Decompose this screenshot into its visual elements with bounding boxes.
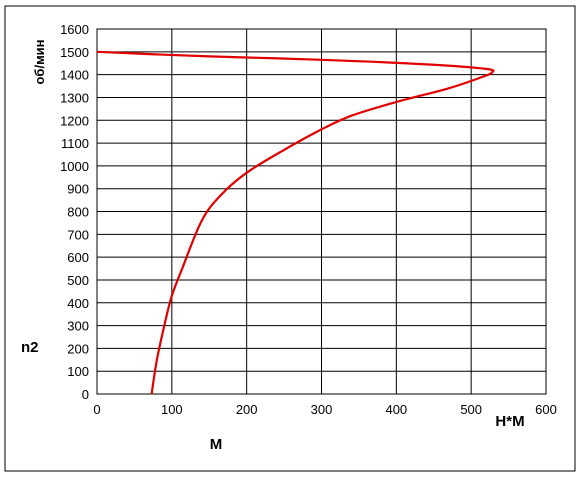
y-tick-label: 1400 xyxy=(60,68,89,83)
y-tick-label: 900 xyxy=(67,182,89,197)
y-axis-unit-label: об/мин xyxy=(32,39,47,84)
y-tick-label: 300 xyxy=(67,319,89,334)
y-tick-label: 800 xyxy=(67,205,89,220)
y-tick-label: 200 xyxy=(67,341,89,356)
y-tick-label: 400 xyxy=(67,296,89,311)
series-line xyxy=(96,50,495,395)
y-tick-label: 1200 xyxy=(60,113,89,128)
y-tick-label: 100 xyxy=(67,364,89,379)
series-lines xyxy=(96,50,495,395)
y-tick-label: 600 xyxy=(67,250,89,265)
y-tick-label: 1000 xyxy=(60,159,89,174)
y-tick-label: 0 xyxy=(82,387,89,402)
x-tick-label: 500 xyxy=(460,402,482,417)
x-tick-label: 300 xyxy=(311,402,333,417)
y-tick-labels: 0 100 200 300 400 500 600 700 800 900 1000 1100 1200… xyxy=(60,22,89,402)
y-tick-label: 1600 xyxy=(60,22,89,37)
grid-lines xyxy=(97,29,546,394)
x-tick-label: 400 xyxy=(385,402,407,417)
y-tick-label: 1100 xyxy=(61,136,89,151)
x-tick-label: 0 xyxy=(93,402,100,417)
y-tick-label: 500 xyxy=(67,273,89,288)
x-tick-label: 100 xyxy=(161,402,183,417)
y-tick-label: 700 xyxy=(67,227,89,242)
x-axis-unit-label: Н*М xyxy=(495,413,524,430)
y-axis-label: n2 xyxy=(21,339,39,356)
x-tick-labels: 0 100 200 300 400 500 600 xyxy=(93,402,556,417)
x-axis-label: М xyxy=(210,436,223,453)
x-tick-label: 200 xyxy=(236,402,258,417)
y-tick-label: 1300 xyxy=(60,90,89,105)
x-tick-label: 600 xyxy=(535,402,557,417)
y-tick-label: 1500 xyxy=(60,45,89,60)
